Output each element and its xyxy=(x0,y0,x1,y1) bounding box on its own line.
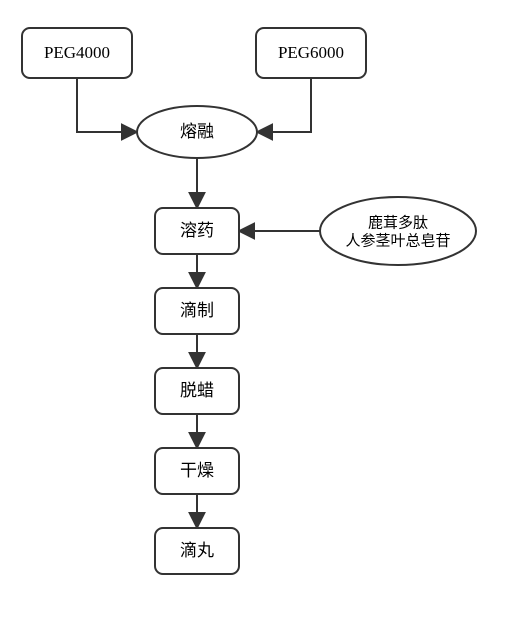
node-dry-label: 干燥 xyxy=(180,461,214,480)
node-drip-label: 滴制 xyxy=(180,301,214,320)
node-dewax-label: 脱蜡 xyxy=(180,381,214,400)
node-dissolve: 溶药 xyxy=(155,208,239,254)
node-peg6000: PEG6000 xyxy=(256,28,366,78)
node-ingredient-label-line2: 人参茎叶总皂苷 xyxy=(345,232,450,249)
node-dewax: 脱蜡 xyxy=(155,368,239,414)
node-pill: 滴丸 xyxy=(155,528,239,574)
node-dissolve-label: 溶药 xyxy=(180,221,214,240)
node-pill-label: 滴丸 xyxy=(180,541,214,560)
node-peg6000-label: PEG6000 xyxy=(278,43,344,62)
node-peg4000: PEG4000 xyxy=(22,28,132,78)
edge-peg4000-to-melt xyxy=(77,78,137,132)
node-melt: 熔融 xyxy=(137,106,257,158)
node-drip: 滴制 xyxy=(155,288,239,334)
node-peg4000-label: PEG4000 xyxy=(44,43,110,62)
flowchart-diagram: PEG4000 PEG6000 熔融溶药滴制脱蜡干燥滴丸 鹿茸多肽人参茎叶总皂苷 xyxy=(0,0,515,635)
node-melt-label: 熔融 xyxy=(180,122,214,141)
edge-peg6000-to-melt xyxy=(257,78,311,132)
node-ingredient-label-line1: 鹿茸多肽 xyxy=(368,214,428,231)
node-dry: 干燥 xyxy=(155,448,239,494)
node-ingredient: 鹿茸多肽人参茎叶总皂苷 xyxy=(320,197,476,265)
